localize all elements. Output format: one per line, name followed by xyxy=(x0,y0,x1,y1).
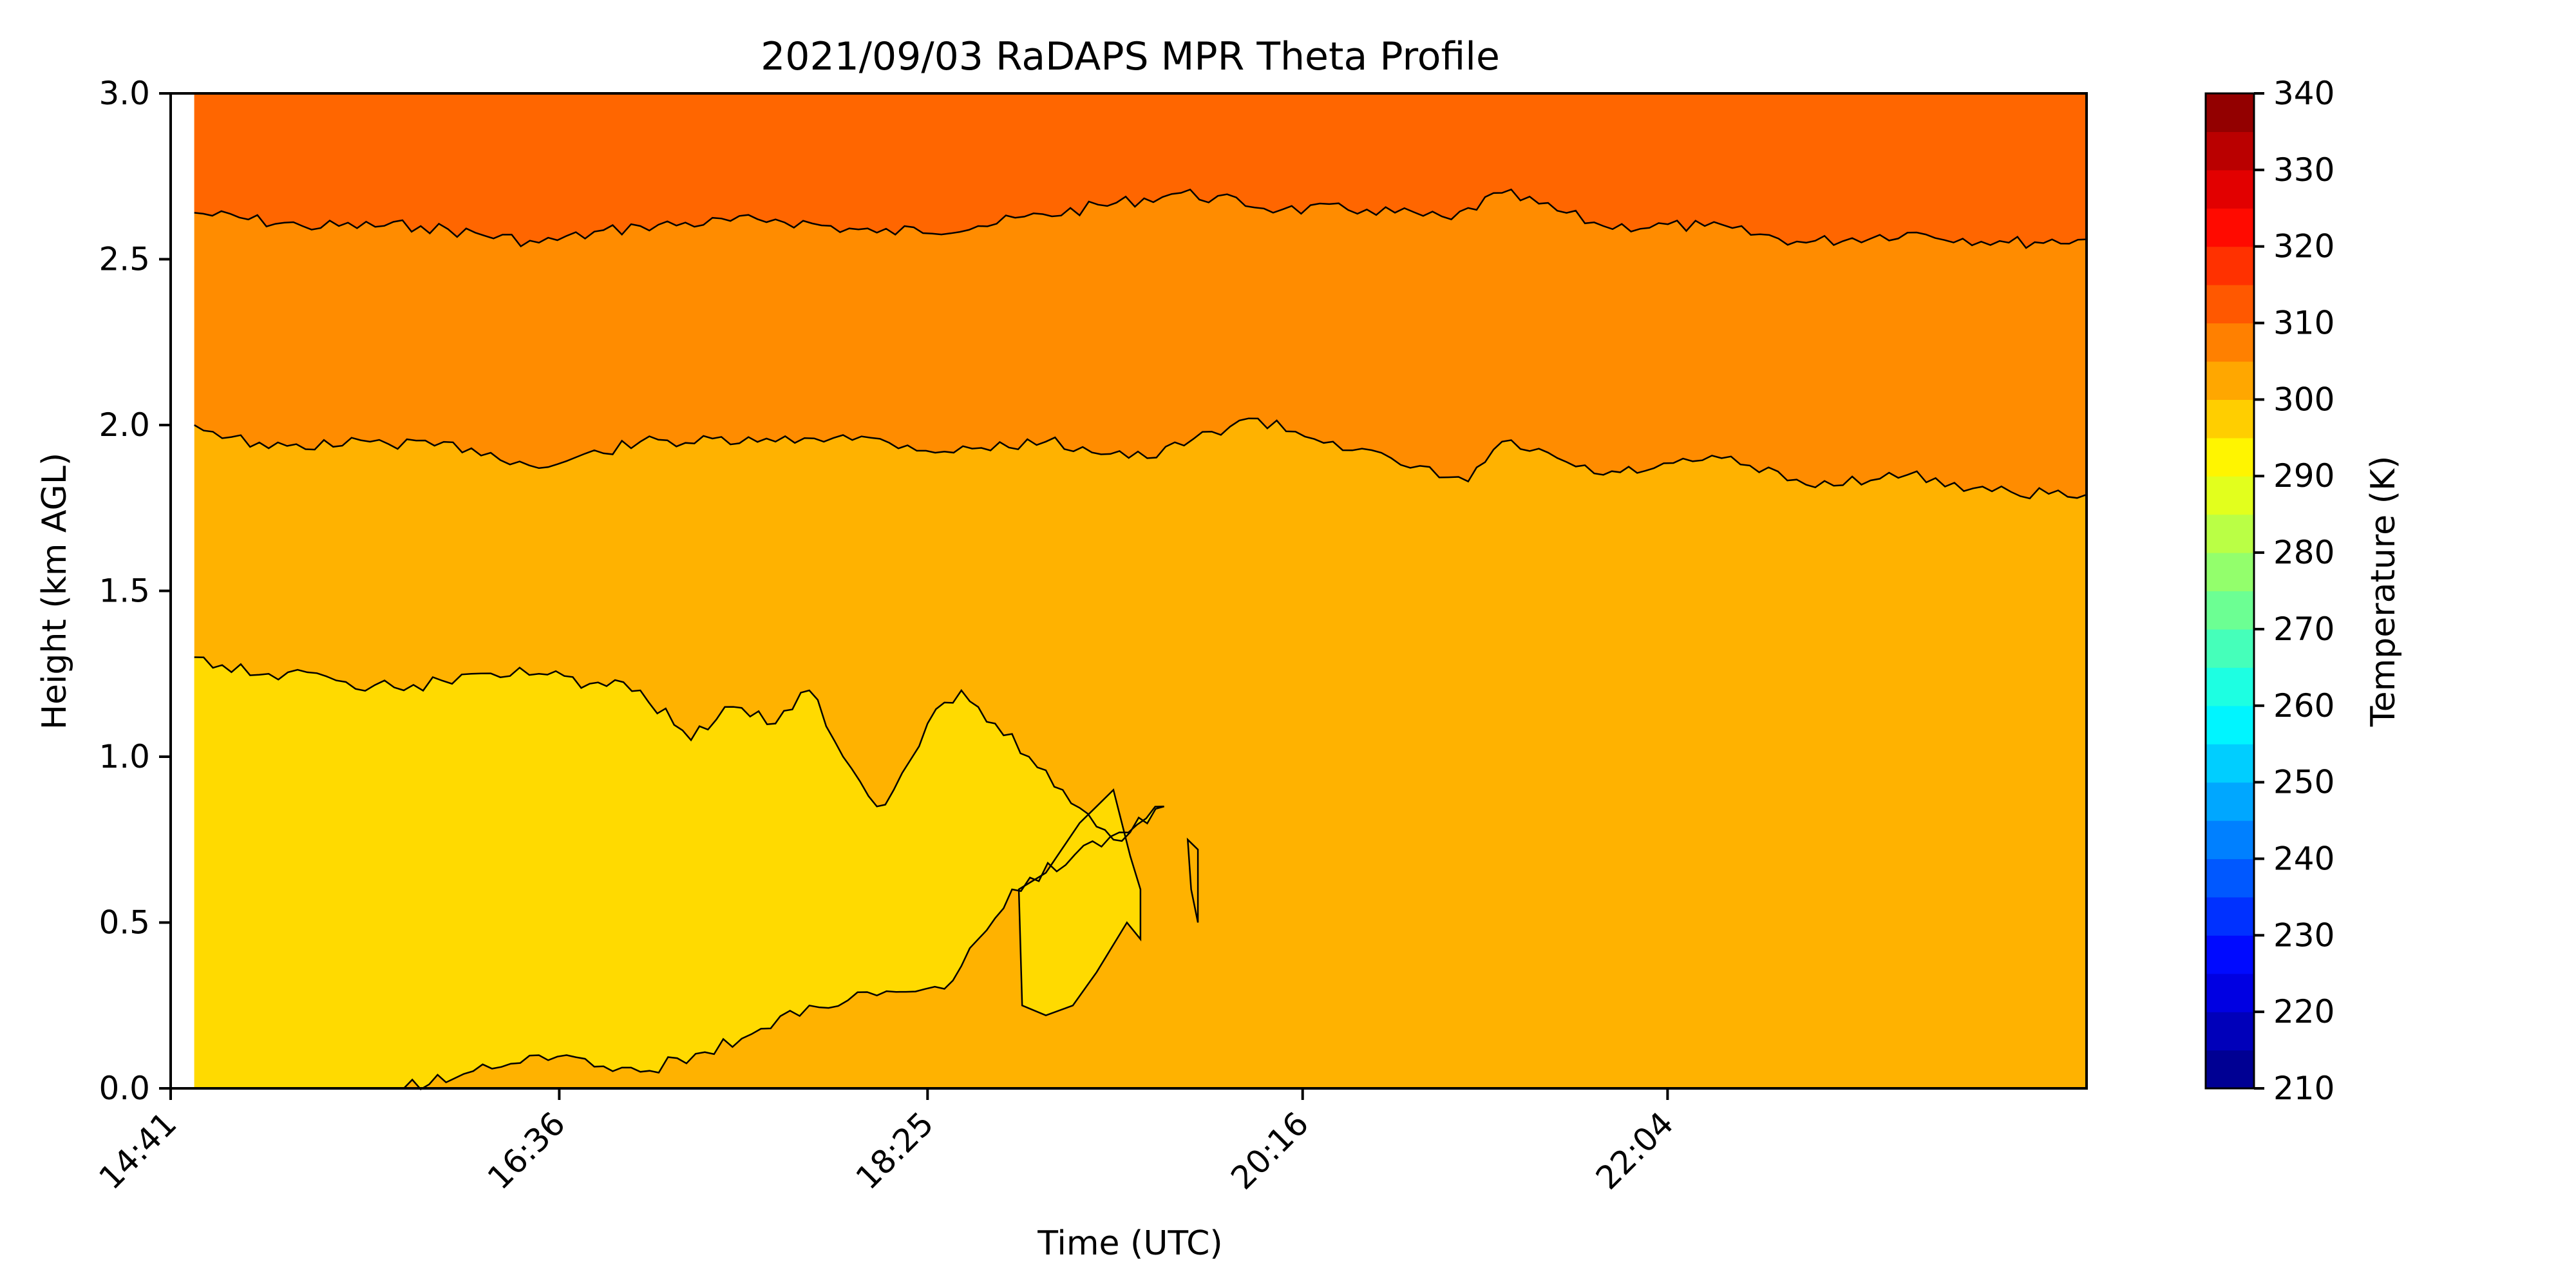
y-tick-label: 2.0 xyxy=(99,406,150,444)
fill-region-310-315 xyxy=(194,93,2087,249)
y-axis-label: Height (km AGL) xyxy=(35,453,74,730)
colorbar-tick-label: 300 xyxy=(2273,381,2334,418)
y-tick-label: 2.5 xyxy=(99,241,150,278)
colorbar-segment xyxy=(2206,476,2254,515)
x-axis-label: Time (UTC) xyxy=(1037,1224,1222,1263)
colorbar-tick-label: 340 xyxy=(2273,75,2334,112)
colorbar-tick-label: 270 xyxy=(2273,611,2334,648)
colorbar-tick-label: 230 xyxy=(2273,916,2334,954)
colorbar-segment xyxy=(2206,169,2254,209)
chart-title: 2021/09/03 RaDAPS MPR Theta Profile xyxy=(761,34,1500,79)
colorbar-segment xyxy=(2206,705,2254,744)
colorbar-segment xyxy=(2206,935,2254,974)
colorbar-segment xyxy=(2206,820,2254,860)
fill-region-295-300-patch xyxy=(1019,790,1141,1016)
colorbar-segment xyxy=(2206,1012,2254,1051)
fill-region-295-300 xyxy=(194,657,1164,1090)
colorbar-segment xyxy=(2206,246,2254,285)
colorbar-tick-label: 320 xyxy=(2273,228,2334,265)
contour-line-300 xyxy=(194,656,1164,1090)
x-tick-label: 18:25 xyxy=(849,1104,941,1197)
y-tick-label: 0.5 xyxy=(99,904,150,942)
colorbar-segment xyxy=(2206,399,2254,439)
colorbar-segment xyxy=(2206,896,2254,936)
colorbar-tick-label: 240 xyxy=(2273,840,2334,877)
colorbar-segment xyxy=(2206,514,2254,553)
plot-area xyxy=(169,92,2088,1090)
x-tick-label: 22:04 xyxy=(1589,1104,1681,1197)
colorbar-segment xyxy=(2206,323,2254,362)
colorbar-tick-label: 290 xyxy=(2273,457,2334,495)
y-tick-label: 1.0 xyxy=(99,738,150,775)
colorbar xyxy=(2204,92,2255,1090)
colorbar-segment xyxy=(2206,361,2254,400)
colorbar-tick-label: 210 xyxy=(2273,1070,2334,1107)
colorbar-segment xyxy=(2206,1050,2254,1089)
colorbar-segment xyxy=(2206,591,2254,630)
colorbar-segment xyxy=(2206,285,2254,324)
contour-line-300-patch xyxy=(1018,788,1142,1017)
colorbar-segment xyxy=(2206,973,2254,1012)
colorbar-segment xyxy=(2206,858,2254,898)
x-tick-label: 16:36 xyxy=(480,1104,573,1197)
y-tick-label: 0.0 xyxy=(99,1070,150,1107)
y-tick-label: 3.0 xyxy=(99,75,150,112)
colorbar-segment xyxy=(2206,667,2254,706)
x-tick-label: 20:16 xyxy=(1224,1104,1316,1197)
contour-line-310 xyxy=(194,188,2087,249)
colorbar-label: Temperature (K) xyxy=(2364,456,2403,728)
contour-line-300-small xyxy=(1186,837,1199,923)
contour-line-305 xyxy=(194,417,2087,500)
colorbar-axis: 210 220 230 240 250 260 270 280 290 300 310 320 330 3… xyxy=(2254,75,2334,1107)
colorbar-segment xyxy=(2206,93,2254,133)
colorbar-segment xyxy=(2206,744,2254,783)
colorbar-tick-label: 280 xyxy=(2273,534,2334,571)
colorbar-segment xyxy=(2206,208,2254,247)
colorbar-segment xyxy=(2206,437,2254,477)
colorbar-tick-label: 330 xyxy=(2273,151,2334,189)
colorbar-tick-label: 220 xyxy=(2273,993,2334,1030)
colorbar-segment xyxy=(2206,131,2254,171)
colorbar-tick-label: 250 xyxy=(2273,764,2334,801)
colorbar-segment xyxy=(2206,553,2254,592)
x-axis: 14:41 16:36 18:25 20:16 22:04 xyxy=(92,1088,1681,1197)
colorbar-segment xyxy=(2206,629,2254,668)
colorbar-frame xyxy=(2204,92,2255,1090)
colorbar-tick-label: 310 xyxy=(2273,305,2334,342)
x-tick-label: 14:41 xyxy=(92,1104,184,1197)
colorbar-tick-label: 260 xyxy=(2273,687,2334,724)
y-tick-label: 1.5 xyxy=(99,573,150,610)
y-axis: 0.0 0.5 1.0 1.5 2.0 2.5 3.0 xyxy=(99,75,171,1107)
colorbar-segment xyxy=(2206,782,2254,821)
